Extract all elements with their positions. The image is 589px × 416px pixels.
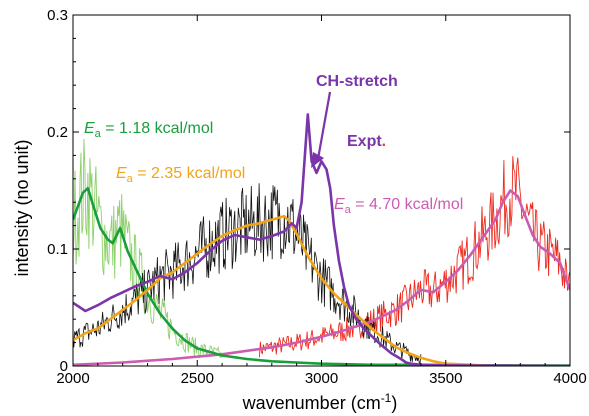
- y-tick-label: 0.3: [47, 7, 68, 24]
- annotation-expt-label: Expt: [347, 133, 382, 150]
- plot-frame: [72, 14, 571, 367]
- annotation-magenta-e: E: [334, 196, 345, 213]
- y-axis-title: intensity (no unit): [12, 139, 32, 276]
- annotation-magenta-text: = 4.70 kcal/mol: [351, 196, 464, 213]
- light-green-raw-trace: [73, 138, 223, 360]
- x-axis-title-main: wavenumber (cm: [242, 393, 381, 413]
- axes: 2000 2500 3000 3500 4000 0 0.1 0.2 0.3: [47, 7, 587, 387]
- annotation-green-sub: a: [95, 128, 102, 140]
- green-ea-1-18-line: [73, 186, 570, 366]
- x-tick-label: 2500: [181, 370, 214, 387]
- red-raw-trace: [258, 156, 570, 358]
- purple-expt-line: [73, 113, 570, 366]
- annotation-green-e: E: [84, 120, 95, 137]
- x-axis-title: wavenumber (cm-1): [242, 391, 398, 413]
- annotation-ch-stretch: CH-stretch: [316, 73, 398, 90]
- y-tick-label: 0.2: [47, 124, 68, 141]
- ch-stretch-arrow-shaft: [316, 91, 332, 160]
- y-tick-label: 0.1: [47, 241, 68, 258]
- annotation-magenta-sub: a: [345, 204, 352, 216]
- ch-stretch-arrow-head: [311, 152, 324, 168]
- annotation-expt-dot: .: [382, 133, 386, 150]
- x-tick-label: 4000: [553, 370, 586, 387]
- x-axis-title-end: ): [391, 393, 397, 413]
- annotation-orange-e: E: [116, 165, 127, 182]
- orange-ea-2-35-line: [73, 214, 496, 366]
- annotation-magenta-ea: Ea = 4.70 kcal/mol: [334, 196, 463, 216]
- magenta-ea-4-70-line: [73, 189, 570, 366]
- annotation-expt: Expt.: [347, 133, 386, 150]
- annotation-orange-ea: Ea = 2.35 kcal/mol: [116, 165, 245, 185]
- x-axis-title-sup: -1: [381, 391, 392, 405]
- y-tick-label: 0: [60, 358, 68, 375]
- annotation-green-ea: Ea = 1.18 kcal/mol: [84, 120, 213, 140]
- x-tick-label: 3000: [305, 370, 338, 387]
- annotation-orange-text: = 2.35 kcal/mol: [133, 165, 246, 182]
- black-raw-trace: [73, 183, 422, 366]
- x-tick-label: 2000: [56, 370, 89, 387]
- plot-area: [73, 113, 570, 366]
- annotation-green-text: = 1.18 kcal/mol: [101, 120, 214, 137]
- annotation-orange-sub: a: [127, 173, 134, 185]
- x-tick-label: 3500: [429, 370, 462, 387]
